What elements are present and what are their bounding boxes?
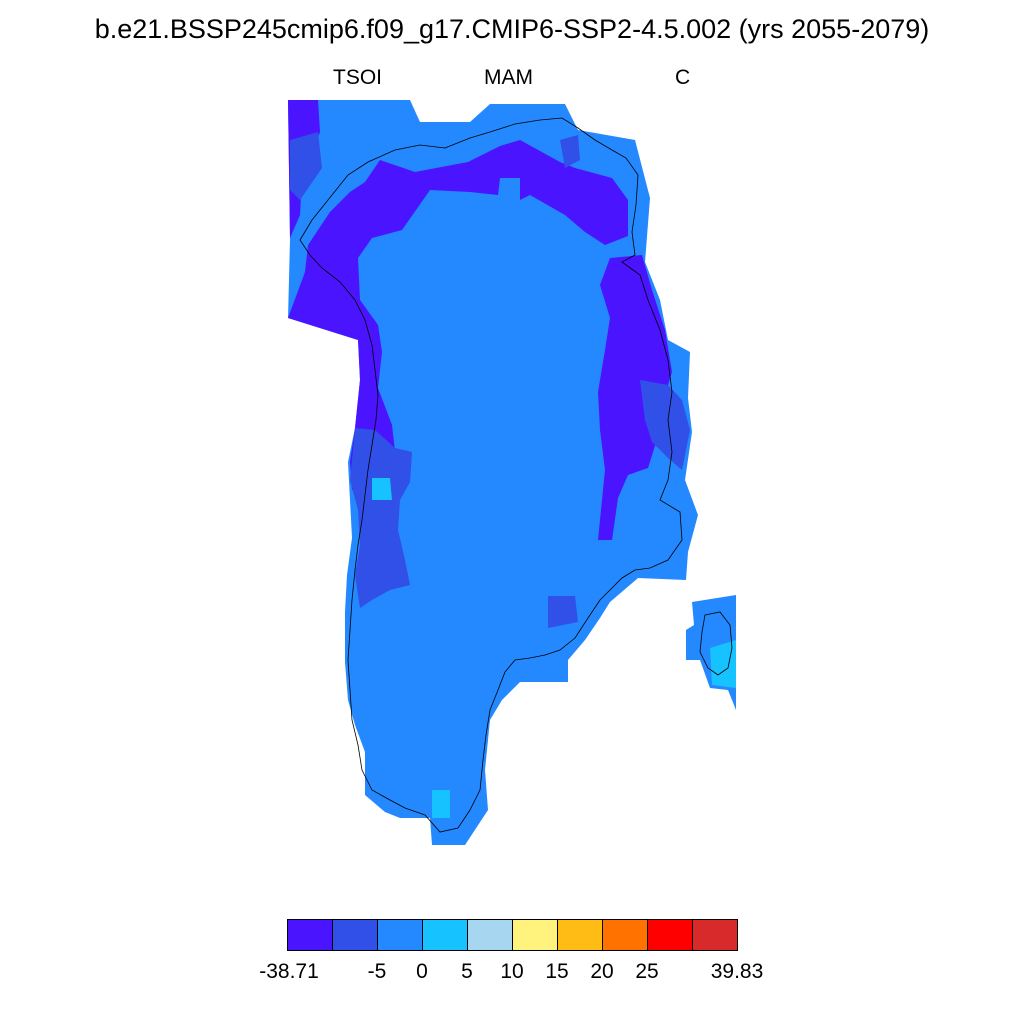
east-island-cyan bbox=[710, 640, 736, 688]
colorbar-swatch bbox=[287, 919, 332, 951]
colorbar-swatch bbox=[692, 919, 738, 951]
cyan-cell-west bbox=[372, 478, 392, 500]
colorbar-swatch bbox=[332, 919, 377, 951]
colorbar-label: 0 bbox=[416, 960, 428, 983]
cyan-cell-south bbox=[432, 790, 450, 818]
colorbar-label: 10 bbox=[500, 960, 524, 983]
colorbar-label: 5 bbox=[461, 960, 473, 983]
colorbar-label: -5 bbox=[367, 960, 387, 983]
colorbar-label: 39.83 bbox=[710, 960, 764, 983]
mid-blue-east-patch bbox=[640, 380, 690, 470]
colorbar-swatch bbox=[377, 919, 422, 951]
coastal-band-outer bbox=[288, 100, 698, 845]
colorbar-swatch bbox=[467, 919, 512, 951]
units-label: C bbox=[675, 66, 691, 89]
colorbar-swatch bbox=[602, 919, 647, 951]
season-label: MAM bbox=[484, 66, 533, 89]
colorbar-label: -38.71 bbox=[259, 960, 319, 983]
coastal-band-northwest bbox=[288, 100, 628, 492]
coastal-band-east bbox=[598, 255, 672, 540]
colorbar-label: 25 bbox=[635, 960, 659, 983]
colorbar-swatch bbox=[512, 919, 557, 951]
mid-blue-south-patch bbox=[548, 596, 578, 628]
colorbar-swatch bbox=[647, 919, 692, 951]
colorbar-swatch bbox=[422, 919, 467, 951]
coastline-island bbox=[699, 611, 733, 676]
coastline bbox=[299, 117, 683, 833]
mid-blue-west-patch bbox=[350, 428, 412, 608]
colorbar-swatch bbox=[557, 919, 602, 951]
plot-title: b.e21.BSSP245cmip6.f09_g17.CMIP6-SSP2-4.… bbox=[94, 14, 930, 44]
variable-label: TSOI bbox=[333, 66, 383, 89]
colorbar-label: 15 bbox=[545, 960, 569, 983]
colorbar-label: 20 bbox=[590, 960, 614, 983]
